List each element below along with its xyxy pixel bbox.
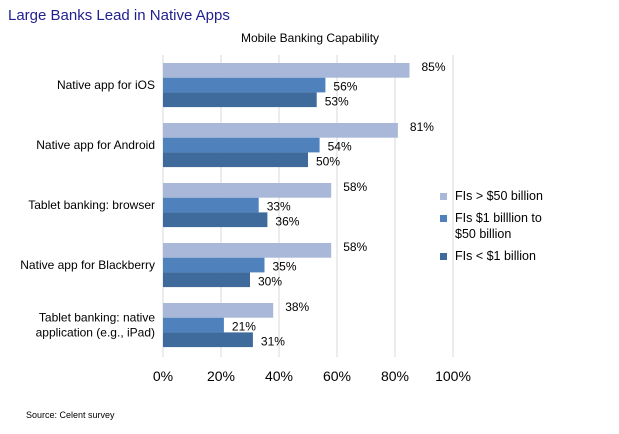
chart-title: Mobile Banking Capability xyxy=(241,31,379,45)
data-label: 35% xyxy=(273,260,297,274)
bar xyxy=(163,317,224,333)
category-label: Native app for Blackberry xyxy=(20,258,155,272)
data-label: 58% xyxy=(343,240,367,254)
data-label: 85% xyxy=(422,60,446,74)
legend-swatch xyxy=(440,253,447,260)
x-tick-label: 80% xyxy=(381,368,409,384)
data-label: 30% xyxy=(258,274,282,288)
x-tick-label: 40% xyxy=(265,368,293,384)
bar xyxy=(163,123,398,138)
data-label: 38% xyxy=(285,300,309,314)
data-label: 21% xyxy=(232,320,256,334)
category-label: Native app for iOS xyxy=(57,78,155,92)
bar xyxy=(163,77,326,93)
data-label: 33% xyxy=(267,200,291,214)
x-tick-label: 100% xyxy=(435,368,471,384)
category-label: Native app for Android xyxy=(36,138,155,152)
legend-swatch xyxy=(440,193,447,200)
data-label: 31% xyxy=(261,334,285,348)
data-label: 53% xyxy=(325,94,349,108)
x-tick-label: 0% xyxy=(153,368,173,384)
bar xyxy=(163,272,250,288)
data-label: 56% xyxy=(333,80,357,94)
bar xyxy=(163,243,332,258)
legend-label: FIs $1 billlion to xyxy=(455,211,542,225)
source-note: Source: Celent survey xyxy=(26,410,115,420)
bar xyxy=(163,332,253,348)
legend-label: $50 billion xyxy=(455,227,511,241)
bar xyxy=(163,63,410,78)
x-tick-label: 60% xyxy=(323,368,351,384)
bar xyxy=(163,137,320,153)
category-label: Tablet banking: native xyxy=(39,311,155,325)
bar xyxy=(163,257,265,273)
data-label: 58% xyxy=(343,180,367,194)
legend-swatch xyxy=(440,215,447,222)
bar xyxy=(163,183,332,198)
data-label: 54% xyxy=(328,140,352,154)
page-title: Large Banks Lead in Native Apps xyxy=(8,7,230,24)
x-tick-label: 20% xyxy=(207,368,235,384)
category-label: Tablet banking: browser xyxy=(28,198,155,212)
data-label: 36% xyxy=(275,214,299,228)
bar xyxy=(163,212,268,228)
data-label: 81% xyxy=(410,120,434,134)
legend-label: FIs < $1 billion xyxy=(455,249,536,263)
bar xyxy=(163,197,259,213)
bar xyxy=(163,92,317,108)
data-label: 50% xyxy=(316,154,340,168)
bar xyxy=(163,152,308,168)
bar xyxy=(163,303,274,318)
legend-label: FIs > $50 billion xyxy=(455,189,543,203)
category-label: application (e.g., iPad) xyxy=(36,326,155,340)
